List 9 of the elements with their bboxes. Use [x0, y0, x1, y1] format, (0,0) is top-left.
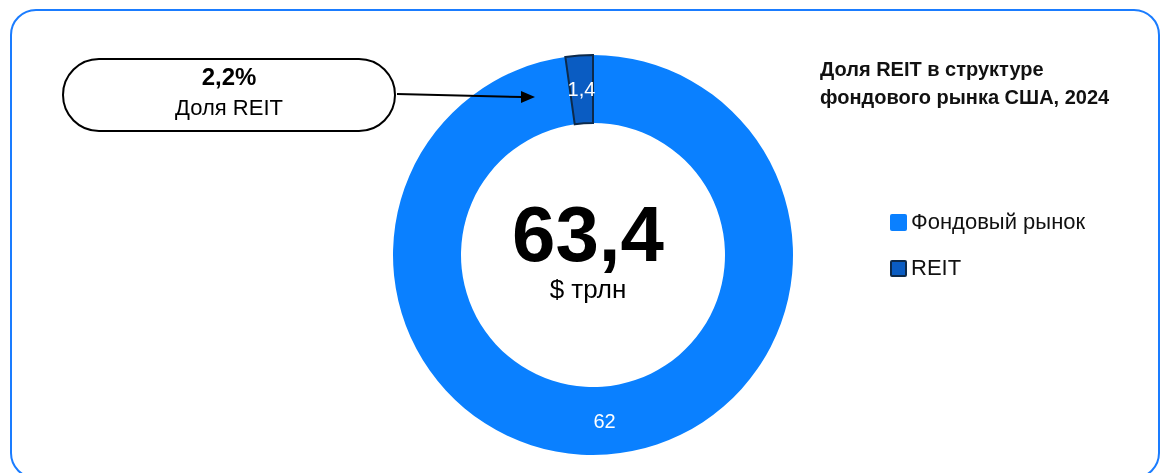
- legend-label: REIT: [911, 255, 962, 281]
- legend-label: Фондовый рынок: [911, 209, 1086, 235]
- text: 2,2%: [200, 63, 258, 91]
- donut-slice: [393, 55, 793, 455]
- donut-slice: [564, 54, 594, 126]
- text: Доля REIT: [174, 95, 284, 121]
- text: Доля REIT в структуре фондового рынка США, 2024: [820, 57, 1111, 110]
- data-label: 62: [593, 409, 616, 432]
- data-label: 1,4: [567, 78, 596, 101]
